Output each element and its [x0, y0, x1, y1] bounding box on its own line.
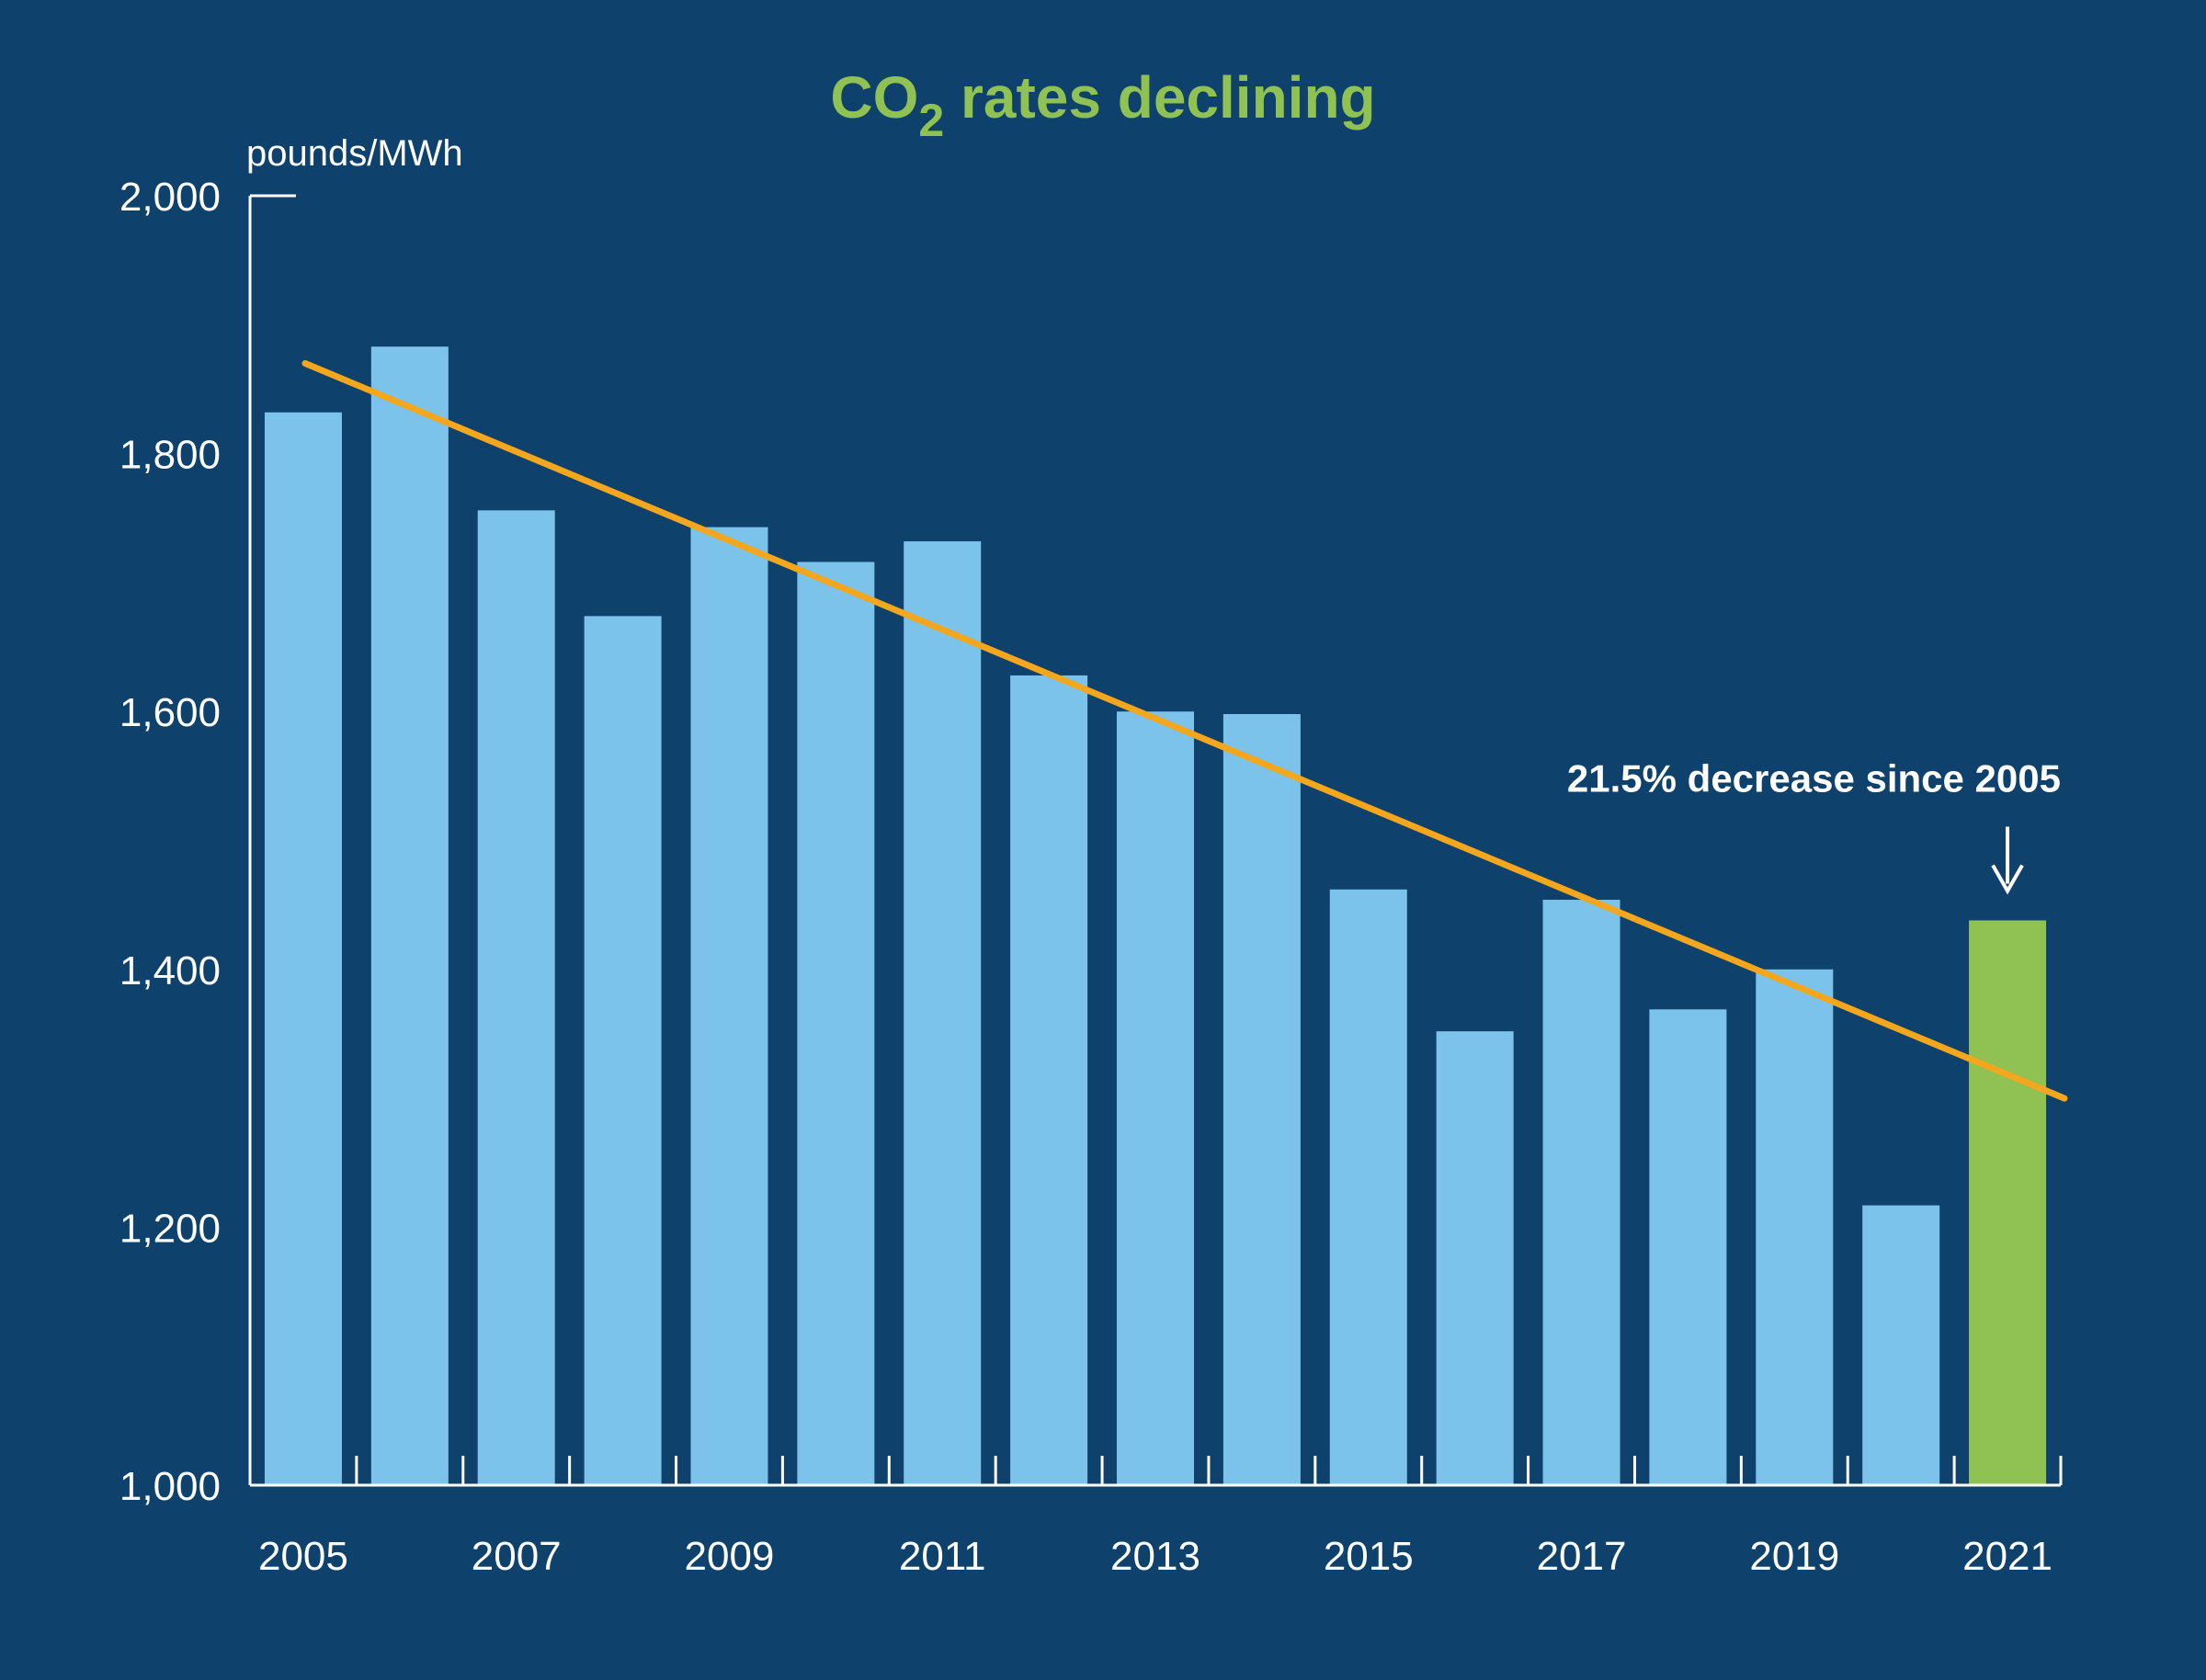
bar-2012 — [1010, 675, 1088, 1485]
trend-line — [301, 359, 2068, 1102]
bar-2006 — [370, 346, 449, 1485]
x-tick-label: 2019 — [1749, 1534, 1839, 1579]
bars-group — [264, 346, 2047, 1486]
y-tick-label: 2,000 — [119, 175, 221, 220]
bar-2020 — [1862, 1205, 1940, 1485]
axes-group — [248, 194, 2063, 1487]
chart-title-subscript: 2 — [918, 95, 944, 146]
bar-2019 — [1756, 969, 1834, 1485]
trend-group — [301, 359, 2068, 1102]
bar-2018 — [1649, 1009, 1727, 1485]
annotation-text: 21.5% decrease since 2005 — [1567, 756, 2061, 800]
y-tick-label: 1,000 — [119, 1464, 221, 1509]
x-tick-label: 2011 — [899, 1534, 986, 1579]
x-tick-label: 2005 — [258, 1534, 348, 1579]
bar-2007 — [477, 510, 555, 1485]
bar-2005 — [264, 412, 342, 1486]
bar-2010 — [797, 562, 875, 1485]
bar-2013 — [1117, 711, 1194, 1485]
bar-2009 — [690, 527, 768, 1485]
chart-title: CO2 rates declining — [830, 64, 1375, 146]
x-tick-label: 2015 — [1324, 1534, 1414, 1579]
chart-title-co: CO — [830, 64, 918, 131]
y-tick-label: 1,600 — [119, 690, 221, 735]
x-tick-label: 2013 — [1110, 1534, 1200, 1579]
y-tick-label: 1,800 — [119, 433, 221, 478]
bar-2008 — [584, 616, 662, 1485]
y-tick-label: 1,400 — [119, 948, 221, 993]
bar-2021 — [1969, 920, 2047, 1485]
y-axis-label: pounds/MWh — [246, 133, 463, 174]
y-tick-labels: 1,000 1,200 1,400 1,600 1,800 2,000 — [119, 175, 221, 1509]
x-tick-label: 2007 — [472, 1534, 562, 1579]
x-tick-label: 2017 — [1537, 1534, 1627, 1579]
annotation-group: 21.5% decrease since 2005 — [1567, 756, 2061, 895]
bar-2015 — [1329, 889, 1407, 1485]
bar-2014 — [1222, 714, 1301, 1485]
bar-2011 — [904, 541, 982, 1485]
annotation-arrow-head — [1991, 864, 2024, 895]
x-tick-label: 2021 — [1962, 1534, 2052, 1579]
x-tick-labels: 2005 2007 2009 2011 2013 2015 2017 2019 2021 — [258, 1534, 2052, 1579]
y-tick-label: 1,200 — [119, 1206, 221, 1251]
annotation-arrow — [1991, 826, 2024, 895]
chart-title-rest: rates declining — [944, 64, 1375, 131]
bar-2016 — [1436, 1031, 1514, 1485]
bar-2017 — [1542, 900, 1620, 1485]
x-tick-label: 2009 — [685, 1534, 775, 1579]
